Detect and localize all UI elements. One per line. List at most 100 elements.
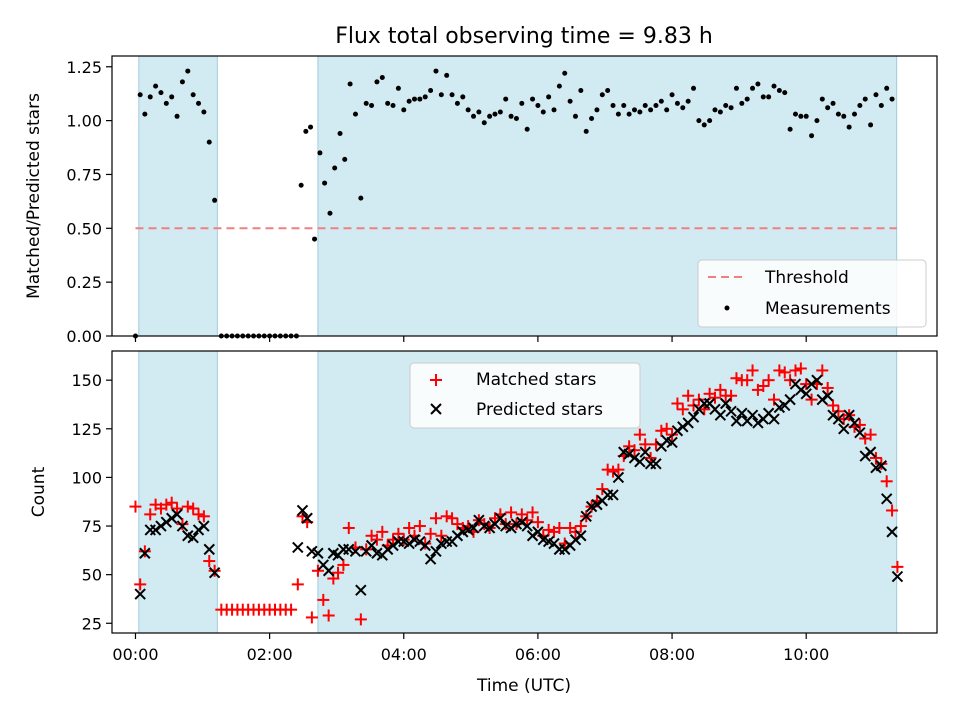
predicted-point (526, 530, 539, 542)
measurement-point (481, 120, 487, 126)
matched-point (144, 508, 157, 521)
matched-point (370, 533, 383, 546)
matched-point (376, 525, 389, 538)
matched-point (505, 506, 518, 519)
measurement-point (825, 105, 831, 111)
predicted-point (736, 407, 748, 419)
measurement-point (889, 96, 895, 102)
matched-point (741, 374, 754, 387)
measurement-point (513, 115, 519, 121)
measurement-point (444, 72, 450, 78)
matched-point (305, 611, 318, 624)
measurement-point (792, 111, 798, 117)
matched-point (291, 578, 304, 591)
predicted-point (677, 421, 689, 433)
predicted-point (859, 450, 871, 462)
measurement-point (605, 87, 611, 93)
measurement-point (744, 96, 750, 102)
measurement-point (153, 83, 159, 89)
predicted-point (838, 423, 850, 435)
measurement-point (201, 109, 207, 115)
measurement-point (540, 109, 546, 115)
measurement-point (449, 92, 455, 98)
measurement-point (460, 94, 466, 100)
y-tick-label: 125 (71, 420, 102, 439)
matched-point (342, 521, 355, 534)
top-panel: 0.00 0.25 0.50 0.75 1.00 1.25 Matched/Predict… (24, 55, 938, 346)
x-tick-label: 04:00 (381, 645, 427, 664)
legend-matched-label: Matched stars (476, 370, 596, 390)
predicted-point (355, 584, 367, 596)
matched-point (337, 558, 350, 571)
predicted-point (559, 543, 571, 556)
predicted-stars-points (134, 374, 904, 600)
top-legend: Threshold Measurements (697, 259, 927, 328)
measurement-point (701, 122, 707, 128)
measurement-point (621, 103, 627, 109)
predicted-point (827, 409, 839, 421)
matched-point (644, 451, 657, 464)
matched-point (768, 393, 781, 406)
matched-point (773, 364, 786, 377)
measurement-point (798, 113, 804, 119)
measurement-point (332, 165, 338, 171)
measurement-point (406, 98, 412, 104)
predicted-point (451, 530, 464, 542)
predicted-point (768, 413, 780, 425)
measurement-point (739, 100, 745, 106)
legend-threshold-label: Threshold (764, 268, 849, 288)
matched-point (784, 374, 797, 387)
predicted-point (821, 390, 834, 402)
predicted-point (591, 498, 603, 511)
measurement-point (342, 156, 348, 162)
matched-point (789, 364, 802, 377)
measurement-points (132, 68, 895, 339)
matched-point (655, 424, 668, 437)
matched-point (762, 374, 775, 387)
measurement-point (363, 100, 369, 106)
measurement-point (503, 96, 509, 102)
predicted-point (149, 524, 162, 536)
predicted-point (516, 516, 528, 528)
matched-point (601, 463, 614, 476)
measurement-point (771, 83, 777, 89)
measurement-point (862, 96, 868, 102)
measurement-point (567, 98, 573, 104)
matched-point (880, 475, 893, 488)
measurement-point (492, 111, 498, 117)
measurement-point (674, 100, 680, 106)
measurement-point (760, 94, 766, 100)
matched-point (714, 383, 727, 396)
predicted-point (811, 374, 823, 386)
measurement-point (776, 87, 782, 93)
measurement-point (358, 195, 364, 201)
matched-point (692, 393, 705, 406)
predicted-point (424, 553, 437, 565)
predicted-point (730, 415, 743, 427)
matched-point (435, 529, 448, 542)
predicted-point (795, 384, 807, 396)
x-tick-label: 00:00 (112, 645, 158, 664)
matched-point (181, 500, 194, 513)
predicted-point (843, 409, 855, 421)
measurement-point (755, 81, 761, 87)
matched-point (171, 502, 184, 515)
predicted-point (816, 393, 829, 406)
top-y-ticks: 0.00 0.25 0.50 0.75 1.00 1.25 (66, 58, 112, 346)
measurement-point (530, 96, 536, 102)
matched-point (424, 527, 437, 540)
matched-point (660, 422, 673, 435)
measurement-point (163, 100, 169, 106)
predicted-point (666, 436, 678, 449)
matched-point (676, 403, 689, 416)
matched-point (360, 543, 373, 556)
matched-point (429, 512, 442, 525)
top-y-axis-label: Matched/Predicted stars (24, 93, 44, 299)
measurement-point (803, 113, 809, 119)
top-legend-box (697, 259, 927, 328)
measurement-point (379, 75, 385, 81)
measurement-point (454, 100, 460, 106)
predicted-point (886, 526, 898, 538)
predicted-point (139, 547, 151, 559)
